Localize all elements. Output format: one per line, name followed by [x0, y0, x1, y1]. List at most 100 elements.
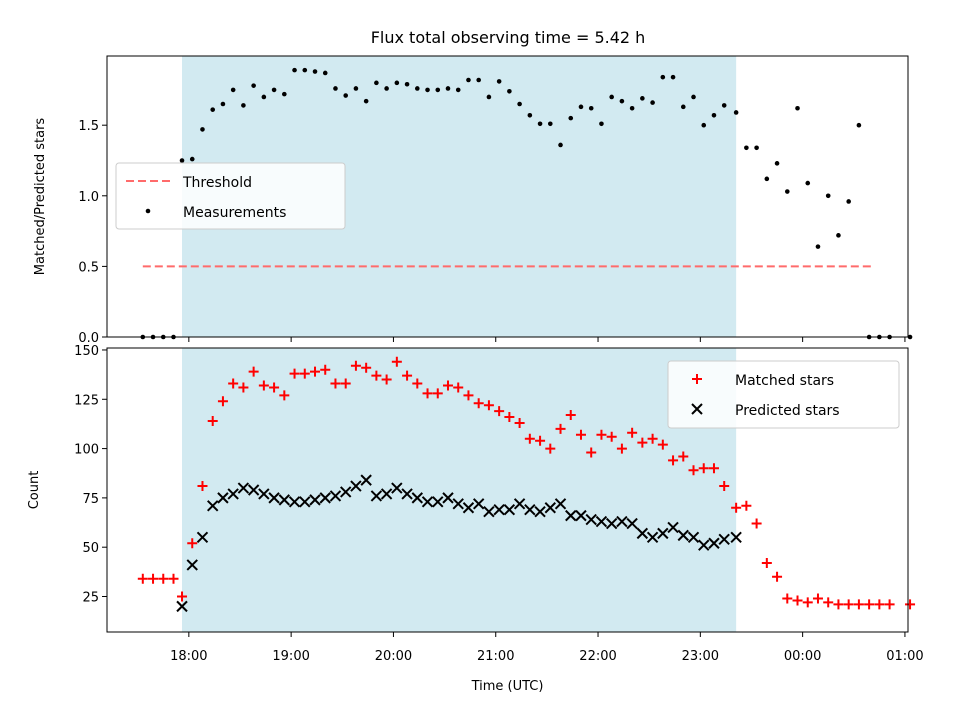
measurement-point [721, 103, 727, 108]
x-tick-label: 01:00 [886, 649, 923, 664]
measurement-point [784, 189, 790, 194]
matched-star-marker [731, 502, 742, 513]
measurement-point [701, 122, 707, 128]
x-tick-label: 22:00 [579, 649, 616, 664]
matched-star-marker [269, 382, 280, 393]
predicted-star-marker [360, 474, 372, 486]
predicted-star-marker [565, 509, 577, 522]
matched-star-marker [668, 455, 679, 466]
predicted-star-marker [503, 504, 516, 516]
matched-star-marker [535, 435, 546, 446]
legend-threshold-label: Threshold [182, 175, 252, 191]
measurement-point [670, 74, 676, 80]
matched-star-marker [422, 388, 433, 399]
predicted-star-marker [196, 531, 209, 544]
matched-star-marker [688, 465, 699, 476]
measurement-point [179, 158, 185, 163]
measurement-point [588, 105, 594, 111]
measurement-point [251, 83, 256, 88]
matched-star-marker [238, 382, 249, 393]
bottom-y-tick-label: 125 [74, 393, 99, 408]
matched-star-marker [678, 451, 689, 462]
top-y-tick-label: 0.0 [78, 331, 99, 346]
matched-star-marker [504, 412, 515, 423]
ratio-panel: 0.0 0.5 1.0 1.5 Matched/Predicted stars Thr… [33, 55, 913, 346]
predicted-star-marker [421, 496, 434, 508]
matched-star-marker [647, 433, 658, 444]
measurement-point [455, 87, 461, 93]
measurement-point [374, 80, 379, 86]
matched-star-marker [698, 463, 709, 474]
matched-star-marker [473, 398, 484, 409]
measurement-point [815, 244, 821, 249]
matched-star-marker [772, 571, 783, 582]
legend-measurement-swatch [145, 208, 151, 214]
predicted-star-marker [350, 480, 362, 492]
predicted-star-marker [595, 515, 608, 528]
top-y-tick-label: 0.5 [78, 260, 99, 275]
matched-star-marker [391, 356, 402, 367]
measurement-point [425, 87, 430, 93]
bottom-y-axis-label: Count [27, 471, 42, 510]
matched-star-marker [148, 573, 159, 584]
predicted-star-marker [677, 529, 689, 542]
predicted-star-marker [299, 496, 311, 508]
predicted-star-marker [483, 505, 495, 518]
predicted-star-marker [616, 515, 628, 528]
predicted-star-marker [575, 509, 587, 522]
matched-star-marker [514, 417, 525, 428]
predicted-star-marker [708, 537, 720, 549]
top-y-tick-label: 1.5 [78, 119, 99, 134]
top-y-axis: 0.0 0.5 1.0 1.5 [78, 119, 107, 346]
measurement-point [271, 87, 277, 93]
matched-star-marker [596, 429, 607, 440]
measurement-point [629, 105, 635, 111]
matched-star-marker [177, 591, 188, 602]
predicted-star-marker [626, 517, 638, 530]
x-tick-label: 21:00 [477, 649, 514, 664]
chart-title: Flux total observing time = 5.42 h [371, 28, 646, 47]
matched-star-marker [463, 390, 474, 401]
matched-star-marker [586, 447, 597, 458]
x-axis: 18:00 19:00 20:00 21:00 22:00 23:00 00:00 01:00 [170, 632, 924, 664]
measurement-point [609, 94, 614, 100]
matched-star-marker [228, 378, 239, 389]
predicted-star-marker [339, 486, 352, 498]
predicted-star-marker [319, 492, 331, 504]
measurement-point [507, 89, 512, 94]
matched-stars-points [137, 356, 916, 610]
matched-star-marker [905, 599, 916, 610]
measurement-point [578, 104, 584, 110]
matched-star-marker [258, 380, 269, 391]
measurement-point [537, 121, 543, 127]
matched-star-marker [874, 599, 885, 610]
predicted-star-marker [636, 527, 649, 540]
matched-star-marker [812, 593, 823, 604]
matched-star-marker [371, 370, 382, 381]
legend-box [115, 162, 346, 230]
x-tick-label: 19:00 [272, 649, 309, 664]
top-y-tick-label: 1.0 [78, 190, 99, 205]
matched-star-marker [279, 390, 290, 401]
matched-star-marker [853, 599, 864, 610]
measurement-point [856, 122, 862, 128]
bottom-y-tick-label: 100 [74, 443, 99, 458]
predicted-star-marker [452, 498, 464, 510]
top-axes-frame [106, 55, 909, 338]
measurement-point [384, 86, 389, 91]
measurement-point [476, 77, 481, 83]
predicted-star-marker [544, 502, 557, 514]
measurement-point [302, 67, 308, 73]
matched-star-marker [494, 406, 505, 417]
matched-star-marker [627, 427, 638, 438]
predicted-star-marker [288, 496, 301, 508]
matched-star-marker [719, 481, 730, 492]
measurement-point [230, 87, 236, 93]
measurement-point [466, 77, 471, 83]
matched-star-marker [616, 443, 627, 454]
measurement-point [764, 176, 770, 182]
matched-star-marker [782, 593, 793, 604]
measurement-point [754, 145, 759, 151]
measurement-point [292, 67, 297, 73]
measurement-point [805, 180, 811, 186]
